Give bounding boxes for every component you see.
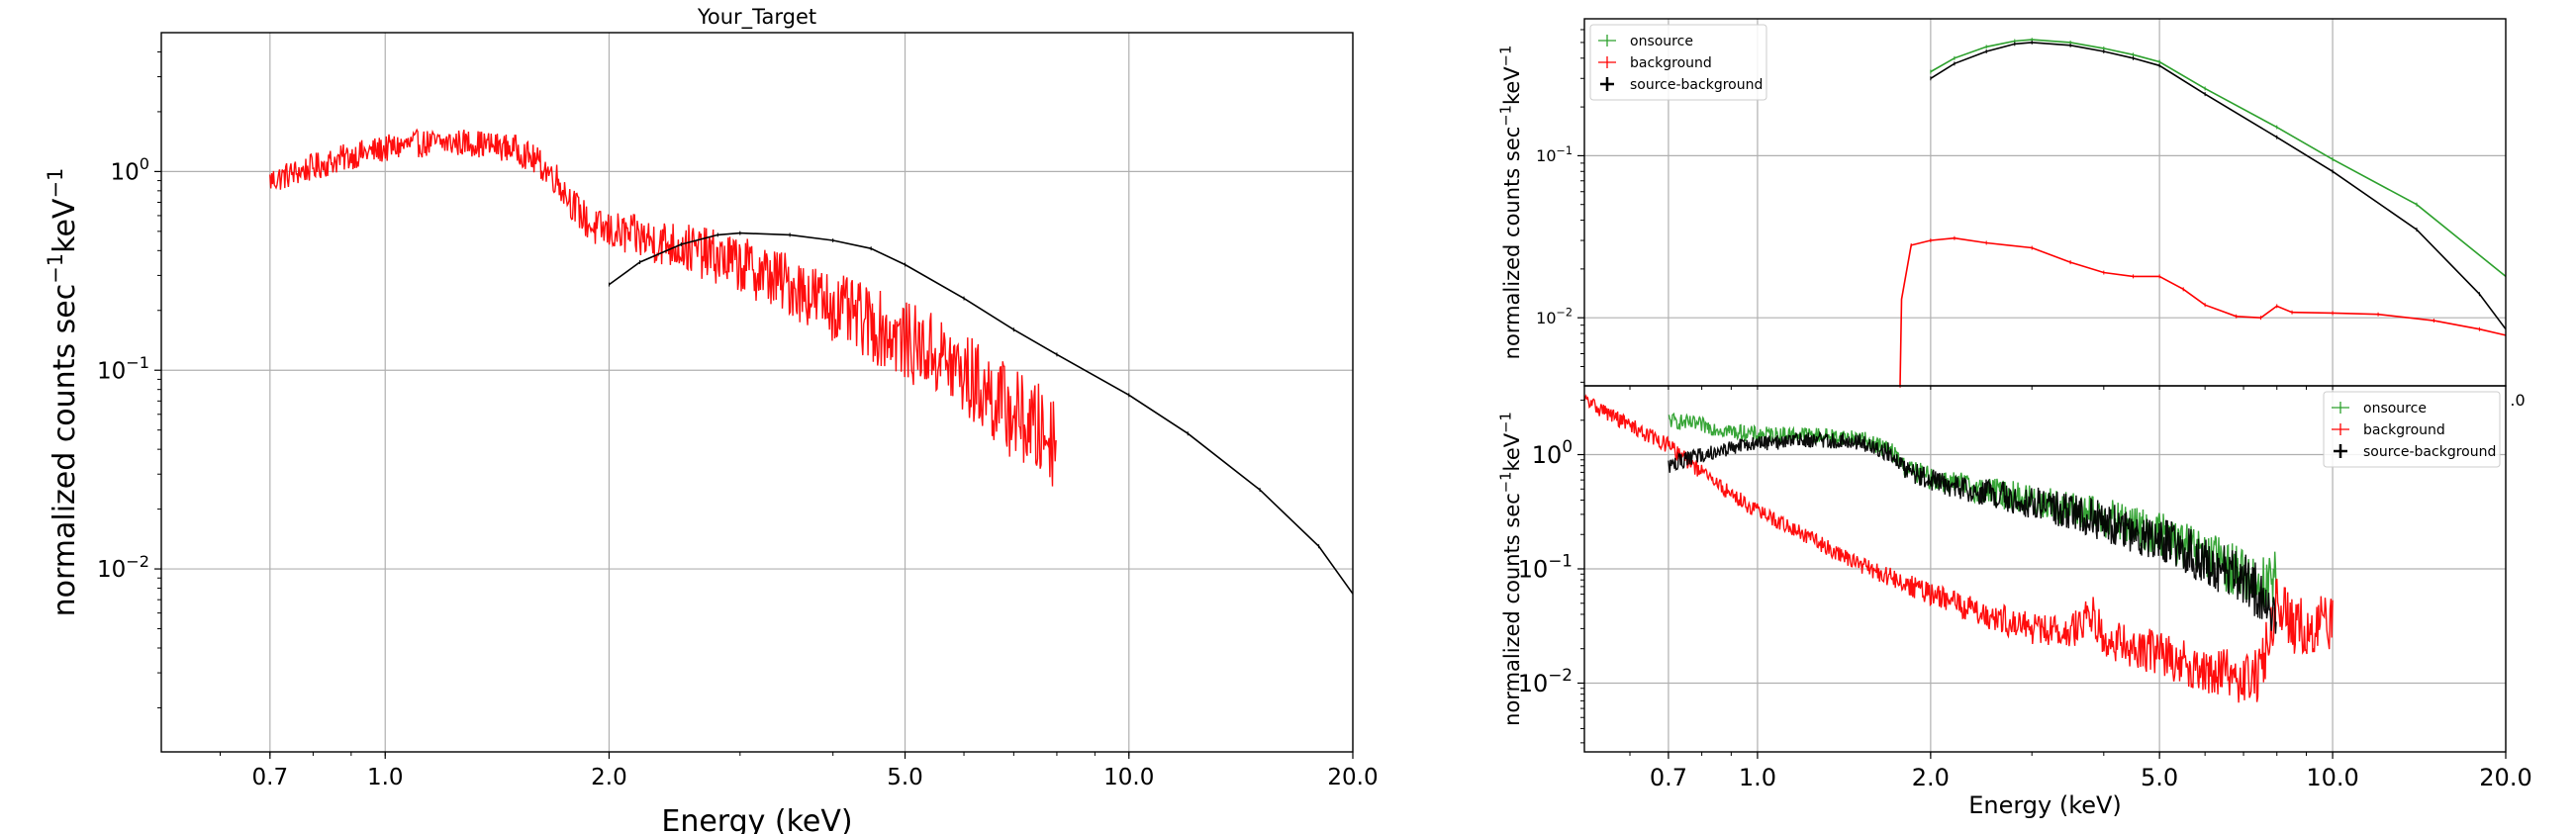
y-tick-label: 10−2 [1518, 665, 1573, 697]
x-tick-label: .0 [2510, 391, 2525, 410]
y-tick-label: 10−1 [97, 353, 149, 384]
y-tick-label: 10−1 [1536, 144, 1573, 165]
x-tick-label: 5.0 [887, 765, 923, 790]
legend-label: onsource [1630, 34, 1693, 49]
y-tick-base: 10 [1536, 309, 1556, 327]
y-tick-label: 10−2 [97, 552, 149, 583]
y-tick-exponent: −1 [126, 353, 149, 372]
legend-label: onsource [2363, 401, 2427, 417]
series-onsource [1930, 38, 2507, 279]
y-axis-label-main: normalized counts sec [48, 284, 82, 617]
series-source-background [1930, 40, 2507, 331]
y-tick-label: 10−2 [1536, 307, 1573, 327]
y-tick-exponent: 0 [1562, 436, 1573, 456]
y-axis-label: normalized counts sec−1keV−1 [44, 168, 82, 617]
series-line [269, 128, 1057, 487]
y-tick-base: 10 [97, 557, 126, 583]
x-tick-label: 10.0 [1103, 765, 1154, 790]
legend: onsource background source-background [2323, 391, 2501, 468]
y-tick-base: 10 [1518, 555, 1549, 583]
y-tick-base: 10 [97, 358, 126, 384]
axes-frames-layer [154, 18, 2507, 759]
chart-title: Your_Target [697, 5, 816, 30]
x-tick-label: 0.7 [252, 765, 289, 790]
y-axis-label-main: normalized counts sec [1500, 493, 1524, 726]
y-axis-label-sup: −1 [44, 253, 67, 284]
y-axis-label: normalized counts sec−1keV−1 [1498, 46, 1524, 360]
y-tick-exponent: −2 [1548, 665, 1573, 685]
y-axis-label-unit: keV [1500, 432, 1524, 471]
x-axis-label: Energy (keV) [661, 804, 852, 834]
y-axis-label-sup: −1 [1498, 105, 1515, 127]
series-line [1899, 236, 2507, 387]
y-axis-label-sup: −1 [1498, 46, 1515, 67]
series-curve-1 [608, 231, 1354, 597]
legend-label: background [2363, 422, 2445, 438]
series-line [1668, 430, 2277, 634]
y-tick-exponent: −2 [1557, 307, 1574, 320]
y-axis-label-unit: keV [1500, 66, 1524, 105]
y-axis-label-sup: −1 [44, 168, 67, 199]
series-line [1930, 39, 2507, 278]
series-curve-0 [269, 128, 1057, 487]
y-tick-exponent: 0 [140, 154, 149, 173]
legend-box [1589, 24, 1767, 101]
y-tick-exponent: −1 [1548, 551, 1573, 571]
x-tick-label: 2.0 [1912, 764, 1950, 791]
legend: onsource background source-background [1589, 24, 1767, 101]
x-tick-label: 2.0 [591, 765, 627, 790]
series-layer [269, 38, 2507, 703]
x-tick-label: 0.7 [1650, 764, 1687, 791]
series-background [1583, 394, 2334, 703]
y-tick-label: 100 [110, 154, 149, 185]
x-tick-label: 1.0 [367, 765, 404, 790]
legend-label: source-background [2363, 444, 2496, 460]
x-tick-label: 20.0 [1327, 765, 1378, 790]
x-tick-label: 10.0 [2306, 764, 2358, 791]
axes-frame [1583, 385, 2507, 753]
text-layer: 0.7 1.0 2.0 5.0 10.0 20.010010−110−2Your_Targ… [44, 5, 2532, 834]
x-axis-label: Energy (keV) [1968, 791, 2122, 819]
axes-frame [160, 32, 1354, 753]
x-tick-label: 1.0 [1739, 764, 1776, 791]
y-tick-base: 10 [1536, 146, 1556, 165]
series-background [1899, 235, 2507, 388]
y-tick-base: 10 [1532, 441, 1563, 469]
legend-label: source-background [1630, 77, 1763, 93]
x-tick-label: 5.0 [2141, 764, 2178, 791]
y-axis-label-unit: keV [48, 198, 82, 253]
legend-layer: onsourcebackgroundsource-backgroundonsou… [1589, 24, 2501, 468]
legend-label: background [1630, 55, 1712, 71]
series-source-background [1668, 430, 2277, 634]
y-tick-label: 100 [1532, 436, 1573, 469]
y-axis-label: normalized counts sec−1keV−1 [1498, 412, 1524, 726]
y-tick-exponent: −1 [1557, 144, 1574, 157]
x-tick-label: 20.0 [2479, 764, 2531, 791]
y-axis-label-sup: −1 [1498, 472, 1515, 494]
y-tick-base: 10 [110, 159, 139, 185]
y-tick-base: 10 [1518, 670, 1549, 697]
y-axis-label-sup: −1 [1498, 412, 1515, 433]
legend-box [2323, 391, 2501, 468]
y-tick-exponent: −2 [126, 552, 149, 571]
series-line [1583, 394, 2334, 703]
y-axis-label-main: normalized counts sec [1500, 127, 1524, 360]
y-tick-label: 10−1 [1518, 551, 1573, 584]
